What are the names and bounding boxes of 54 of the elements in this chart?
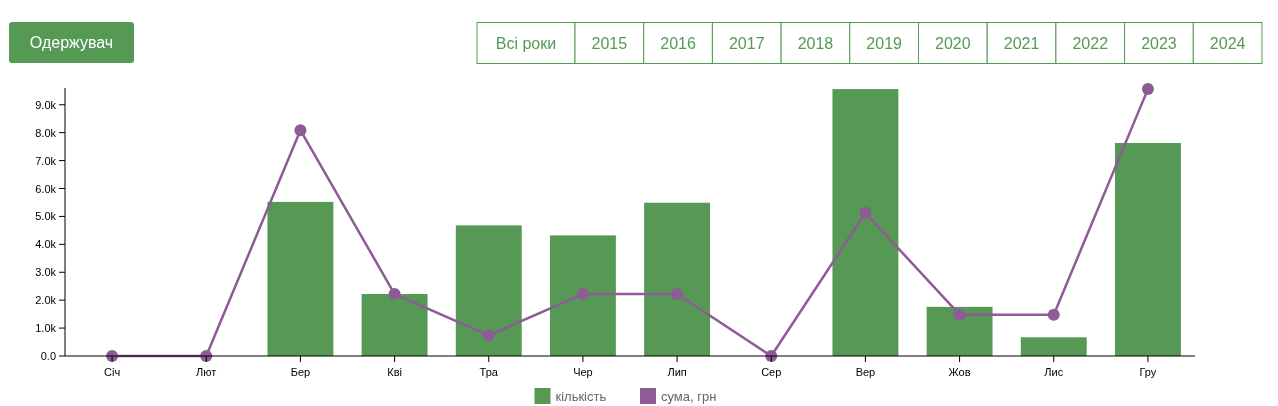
button[interactable]: 2023 [1124, 22, 1194, 64]
button[interactable]: 2015 [574, 22, 645, 64]
bar [832, 89, 899, 356]
x-tick-label: Лип [667, 366, 687, 378]
button[interactable]: 2024 [1192, 22, 1263, 64]
button[interactable]: 2021 [986, 22, 1057, 64]
x-tick-label: Чер [573, 366, 593, 378]
legend-label: кількість [555, 389, 607, 404]
y-tick-label: 9.0k [35, 98, 57, 111]
y-tick-label: 6.0k [35, 182, 57, 195]
y-tick-label: 3.0k [35, 266, 57, 279]
bar [926, 306, 993, 356]
point [859, 206, 872, 219]
y-tick-label: 2.0k [35, 294, 57, 307]
point [671, 288, 684, 301]
point [388, 288, 401, 301]
legend-label: сума, грн [661, 389, 717, 404]
x-tick-label: Бер [290, 366, 311, 378]
button[interactable]: 2016 [643, 22, 713, 64]
x-tick-label: Вер [855, 366, 876, 378]
x-tick-label: Кві [387, 366, 402, 378]
x-tick-label: Сер [761, 366, 782, 378]
button[interactable]: 2020 [918, 22, 988, 64]
y-tick-label: 5.0k [35, 210, 57, 223]
button[interactable]: Одержувач [9, 22, 134, 63]
y-tick-label: 0.0 [40, 350, 56, 362]
y-tick-label: 4.0k [35, 238, 57, 251]
bar [549, 235, 616, 356]
x-tick-label: Січ [104, 366, 121, 378]
x-tick-label: Жов [948, 366, 971, 378]
y-tick-label: 8.0k [35, 126, 57, 139]
x-tick-label: Тра [479, 366, 499, 378]
button[interactable]: 2018 [780, 22, 851, 64]
button[interactable]: Всі роки [476, 22, 576, 64]
point [576, 288, 589, 301]
button[interactable]: 2017 [711, 22, 782, 64]
bar [1114, 143, 1181, 356]
point [1047, 308, 1060, 321]
bar [1020, 337, 1087, 356]
button[interactable]: 2019 [849, 22, 919, 64]
point [1141, 83, 1154, 96]
bar [455, 225, 522, 356]
bar [644, 202, 711, 356]
point [294, 124, 307, 137]
point [482, 329, 495, 342]
x-tick-label: Гру [1139, 366, 1157, 378]
x-tick-label: Лют [196, 366, 217, 378]
point [953, 308, 966, 321]
y-tick-label: 7.0k [35, 154, 57, 167]
y-tick-label: 1.0k [35, 322, 57, 335]
bar [361, 294, 428, 356]
x-tick-label: Лис [1044, 366, 1064, 378]
bar [267, 201, 334, 356]
button[interactable]: 2022 [1055, 22, 1126, 64]
